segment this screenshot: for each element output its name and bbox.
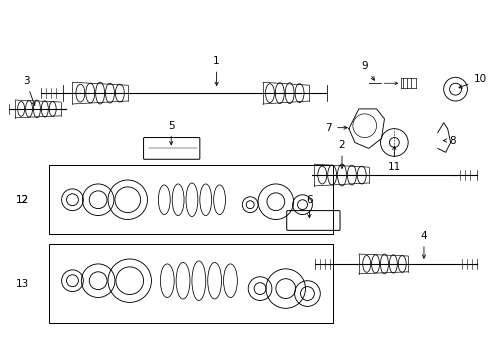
- Text: 4: 4: [420, 231, 427, 258]
- Text: 5: 5: [167, 121, 174, 145]
- Text: 10: 10: [458, 74, 486, 88]
- Text: 7: 7: [325, 123, 346, 133]
- Text: 3: 3: [23, 76, 35, 105]
- Text: 12: 12: [16, 195, 29, 205]
- Text: 6: 6: [305, 195, 312, 218]
- Text: 13: 13: [16, 279, 29, 289]
- Text: 1: 1: [213, 57, 220, 85]
- Bar: [49, 165, 332, 234]
- Bar: [49, 244, 332, 323]
- Text: 12: 12: [16, 195, 29, 205]
- Text: 8: 8: [443, 135, 455, 145]
- Text: 11: 11: [387, 146, 400, 172]
- Text: 9: 9: [361, 62, 374, 80]
- Text: 2: 2: [338, 140, 345, 168]
